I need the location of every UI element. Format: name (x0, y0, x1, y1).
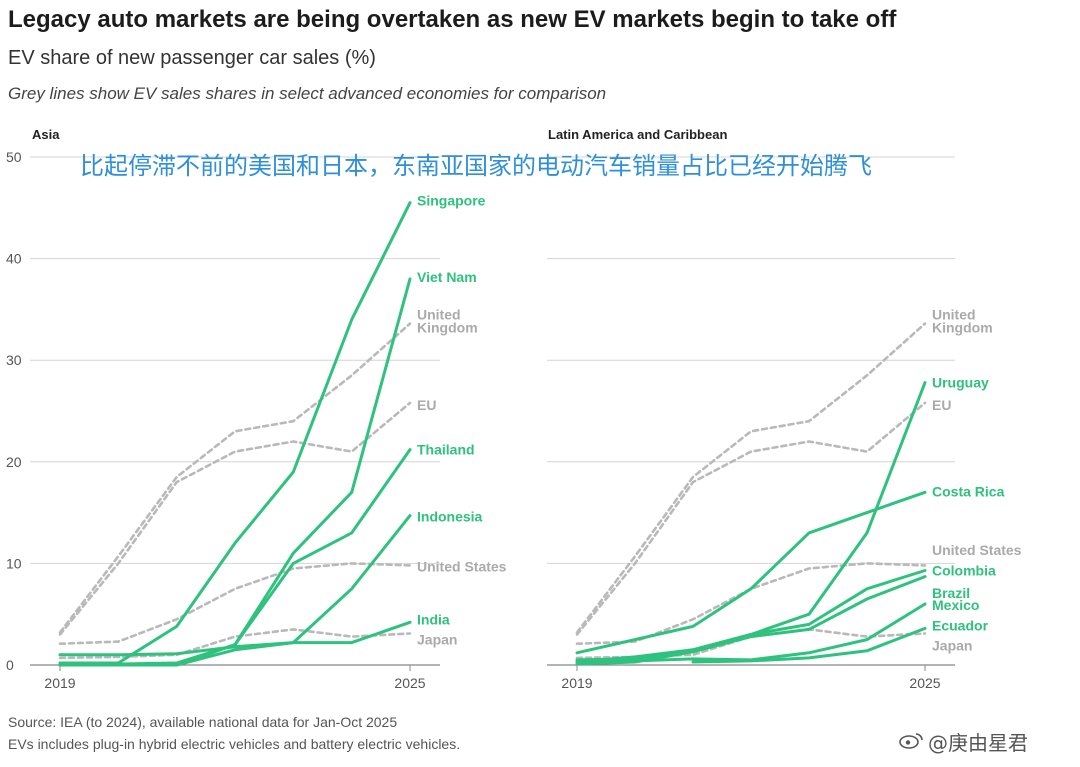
asia-xtick-2019: 2019 (44, 675, 75, 691)
latin-america-and-caribbean-series-ecuador (691, 626, 927, 664)
asia-label-eu: EU (417, 397, 436, 413)
asia-series-india (58, 620, 412, 657)
latin-america-and-caribbean-label-united-states: United States (932, 542, 1022, 558)
chinese-caption-overlay: 比起停滞不前的美国和日本，东南亚国家的电动汽车销量占比已经开始腾飞 (80, 152, 872, 180)
latin-america-and-caribbean-series-eu (575, 401, 927, 636)
asia-ytick-10: 10 (6, 555, 22, 571)
latin-america-and-caribbean-label-uruguay: Uruguay (932, 375, 989, 391)
asia-series-japan (58, 628, 412, 660)
asia-series-viet-nam (58, 277, 412, 667)
latin-america-and-caribbean-label-colombia: Colombia (932, 563, 996, 579)
panel-title-latam: Latin America and Caribbean (548, 127, 728, 142)
chart-note: Grey lines show EV sales shares in selec… (8, 84, 607, 103)
asia-label-thailand: Thailand (417, 442, 475, 458)
asia-label-viet-nam: Viet Nam (417, 269, 477, 285)
asia-series-united-kingdom (58, 322, 412, 634)
asia-label-united-states: United States (417, 558, 507, 574)
source-note: Source: IEA (to 2024), available nationa… (8, 714, 398, 730)
definition-note: EVs includes plug-in hybrid electric veh… (8, 736, 461, 752)
chart-title: Legacy auto markets are being overtaken … (8, 6, 897, 33)
latin-america-and-caribbean-xtick-2019: 2019 (561, 675, 592, 691)
asia-series-thailand (58, 448, 412, 666)
panel-title-asia: Asia (32, 127, 60, 142)
latin-america-and-caribbean-series-united-states (575, 562, 927, 646)
latin-america-and-caribbean-label-eu: EU (932, 397, 951, 413)
latin-america-and-caribbean-label-brazil: Brazil (932, 585, 970, 601)
asia-ytick-30: 30 (6, 352, 22, 368)
latin-america-and-caribbean-xtick-2025: 2025 (909, 675, 940, 691)
asia-ytick-0: 0 (6, 657, 14, 673)
asia-ytick-50: 50 (6, 149, 22, 165)
latin-america-and-caribbean-label-costa-rica: Costa Rica (932, 483, 1005, 499)
asia-series-eu (58, 401, 412, 636)
asia-label-japan: Japan (417, 632, 457, 648)
latin-america-and-caribbean-label-united-kingdom: United Kingdom (932, 306, 993, 335)
latin-america-and-caribbean-label-ecuador: Ecuador (932, 617, 989, 633)
asia-ytick-20: 20 (6, 454, 22, 470)
weibo-icon (899, 733, 923, 749)
latin-america-and-caribbean-series-united-kingdom (575, 322, 927, 634)
asia-label-india: India (417, 611, 450, 627)
latin-america-and-caribbean-label-japan: Japan (932, 638, 972, 654)
latin-america-and-caribbean-series-costa-rica (575, 490, 927, 655)
latin-america-and-caribbean-label-mexico: Mexico (932, 597, 979, 613)
latin-america-and-caribbean-series-colombia (575, 569, 927, 664)
asia-label-united-kingdom: United Kingdom (417, 306, 478, 335)
asia-label-singapore: Singapore (417, 193, 486, 209)
asia-series-singapore (58, 201, 412, 665)
latin-america-and-caribbean-series-uruguay (575, 381, 927, 662)
asia-xtick-2025: 2025 (394, 675, 425, 691)
watermark: @庚由星君 (928, 731, 1028, 755)
asia-ytick-40: 40 (6, 251, 22, 267)
asia-series-united-states (58, 562, 412, 646)
asia-label-indonesia: Indonesia (417, 509, 483, 525)
chart-subtitle: EV share of new passenger car sales (%) (8, 47, 376, 69)
asia-series-indonesia (58, 514, 412, 667)
